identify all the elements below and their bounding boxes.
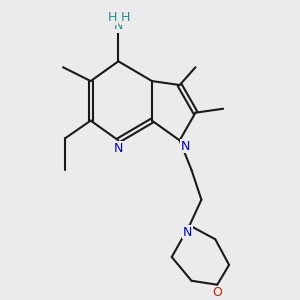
Text: N: N [114, 142, 123, 155]
Text: N: N [183, 226, 192, 239]
Text: O: O [212, 286, 222, 299]
Text: N: N [181, 140, 190, 153]
Text: H: H [108, 11, 117, 24]
Text: N: N [114, 19, 123, 32]
Text: H: H [121, 11, 130, 24]
